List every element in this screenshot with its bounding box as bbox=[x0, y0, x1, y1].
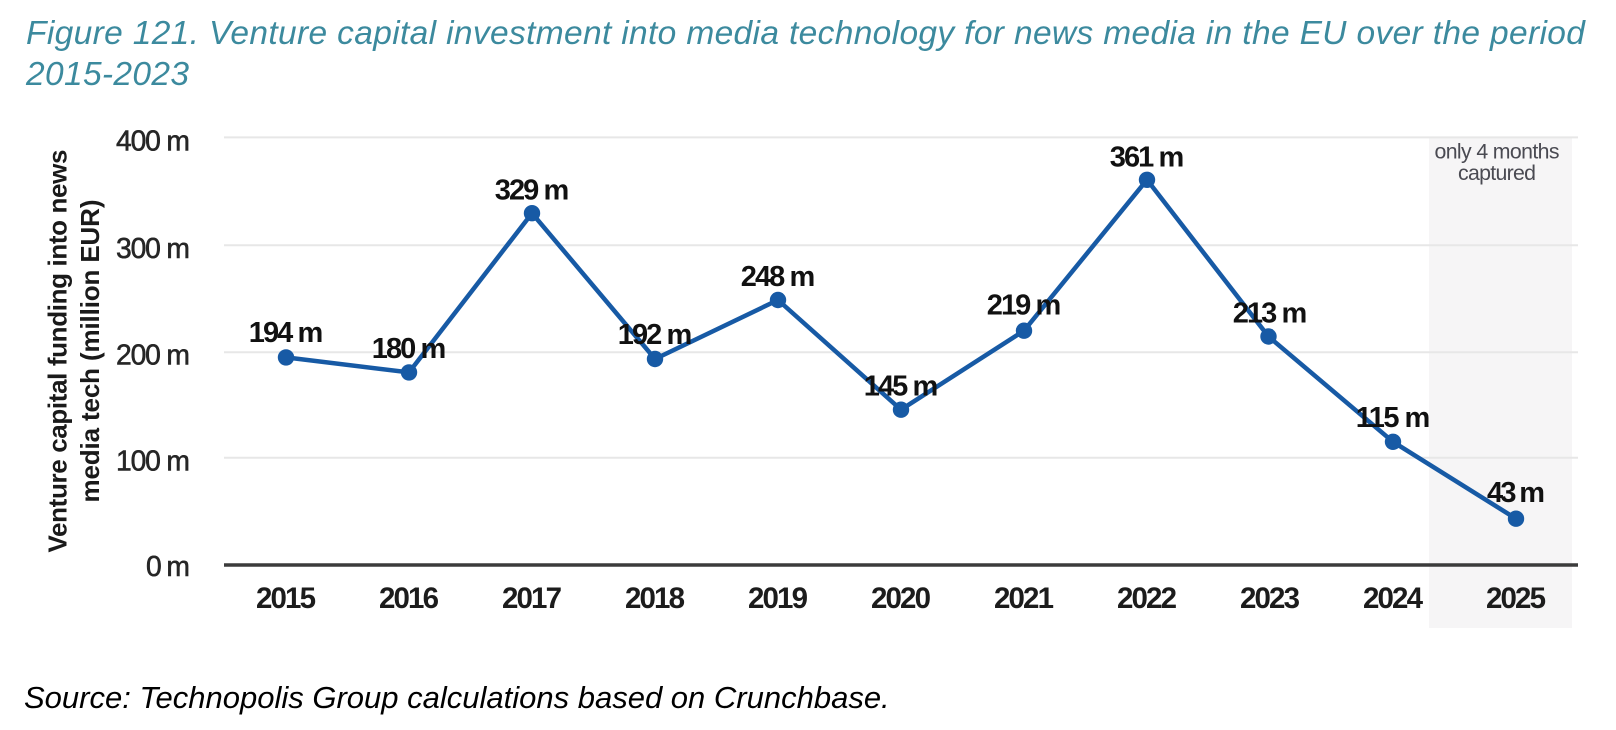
svg-text:145 m: 145 m bbox=[864, 371, 939, 403]
svg-text:0 m: 0 m bbox=[146, 550, 190, 582]
svg-text:115 m: 115 m bbox=[1356, 402, 1431, 434]
svg-text:2020: 2020 bbox=[871, 582, 931, 615]
svg-text:2024: 2024 bbox=[1363, 582, 1424, 615]
svg-text:100 m: 100 m bbox=[116, 444, 190, 476]
svg-text:200 m: 200 m bbox=[116, 339, 190, 371]
svg-text:media tech (million EUR): media tech (million EUR) bbox=[75, 200, 105, 503]
svg-text:2025: 2025 bbox=[1486, 582, 1546, 615]
svg-text:248 m: 248 m bbox=[741, 261, 816, 293]
svg-text:219 m: 219 m bbox=[987, 289, 1062, 321]
svg-text:180 m: 180 m bbox=[372, 333, 447, 365]
svg-text:2018: 2018 bbox=[625, 582, 685, 615]
svg-text:captured: captured bbox=[1458, 161, 1536, 185]
svg-text:213 m: 213 m bbox=[1233, 297, 1308, 329]
svg-text:2015: 2015 bbox=[256, 582, 316, 615]
svg-text:329 m: 329 m bbox=[495, 175, 570, 207]
svg-text:Venture capital funding into n: Venture capital funding into news bbox=[43, 150, 73, 553]
svg-text:only 4 months: only 4 months bbox=[1435, 140, 1560, 164]
svg-text:2021: 2021 bbox=[994, 582, 1054, 615]
svg-text:194 m: 194 m bbox=[249, 317, 324, 349]
svg-text:2019: 2019 bbox=[748, 582, 808, 615]
svg-text:2017: 2017 bbox=[502, 582, 562, 615]
svg-text:2016: 2016 bbox=[379, 582, 439, 615]
svg-text:2023: 2023 bbox=[1240, 582, 1300, 615]
svg-text:43 m: 43 m bbox=[1487, 477, 1545, 509]
svg-text:2022: 2022 bbox=[1117, 582, 1177, 615]
svg-text:192 m: 192 m bbox=[618, 319, 693, 351]
svg-text:300 m: 300 m bbox=[116, 232, 190, 264]
svg-text:361 m: 361 m bbox=[1110, 142, 1185, 174]
svg-text:400 m: 400 m bbox=[116, 124, 190, 156]
